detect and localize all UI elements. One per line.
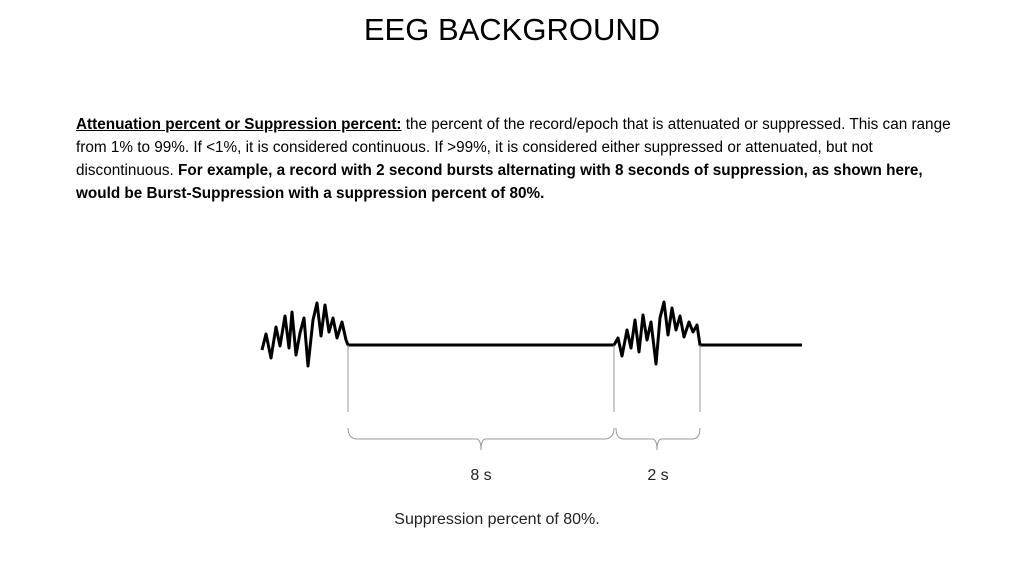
definition: the percent of the record/epoch that is … (76, 116, 951, 179)
brace (615, 427, 701, 451)
caption: Suppression percent of 80%. (394, 511, 599, 528)
burst-label: 2 s (647, 467, 668, 484)
definition-paragraph: Attenuation percent or Suppression perce… (76, 113, 956, 205)
suppression-label: 8 s (470, 467, 491, 484)
markers (347, 345, 701, 451)
brace (347, 427, 615, 451)
example: For example, a record with 2 second burs… (76, 162, 923, 202)
slide-title: EEG BACKGROUND (363, 12, 661, 47)
term: Attenuation percent or Suppression perce… (76, 116, 402, 133)
waveform (260, 300, 802, 368)
